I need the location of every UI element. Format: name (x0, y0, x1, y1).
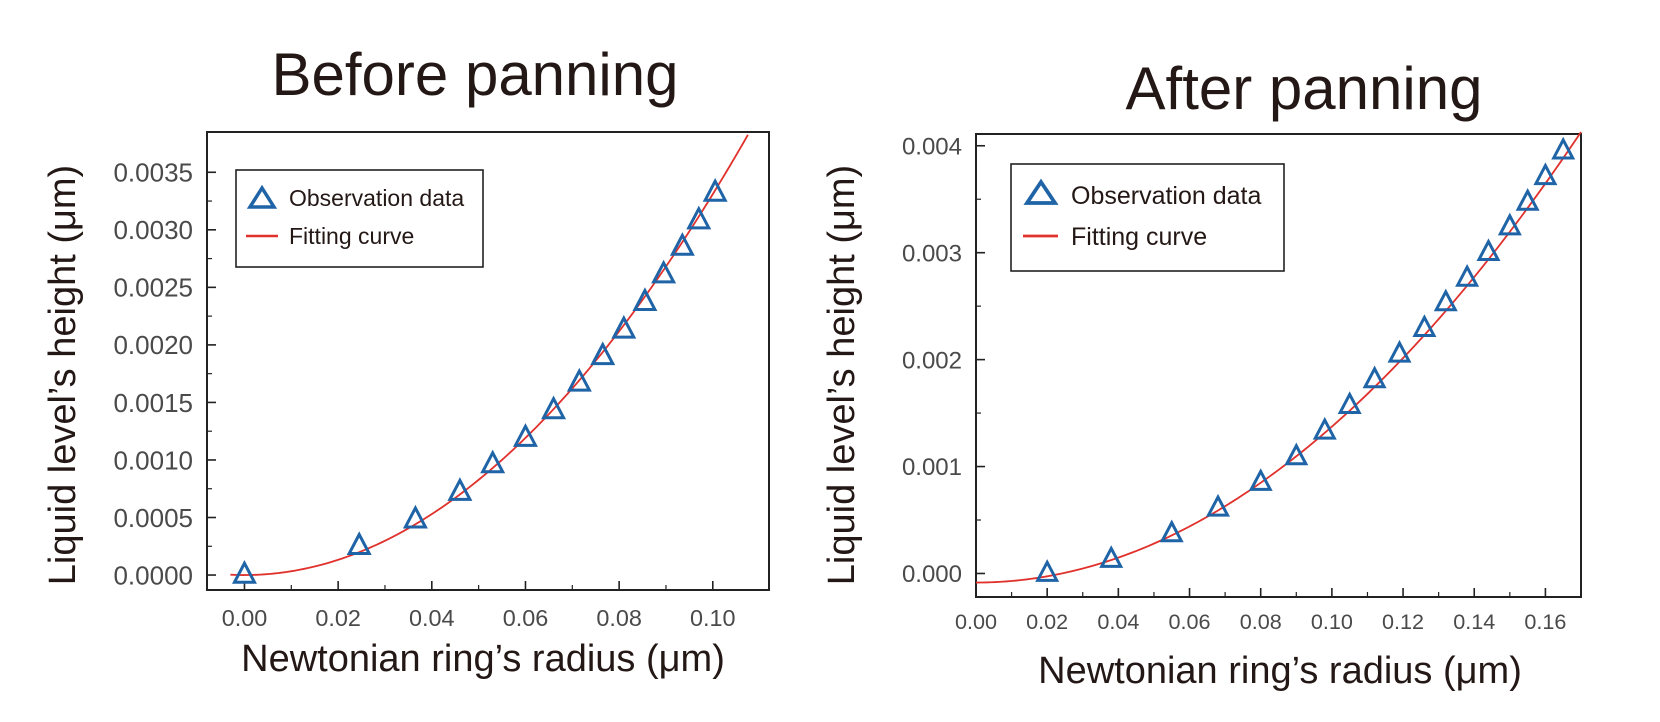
observation-points (231, 177, 728, 584)
observation-points (1035, 136, 1576, 582)
x-tick-label: 0.00 (222, 605, 268, 631)
x-tick-label: 0.16 (1524, 609, 1566, 634)
y-tick-label: 0.002 (902, 347, 962, 374)
observation-point (1515, 188, 1540, 211)
x-tick-label: 0.10 (1311, 609, 1353, 634)
observation-point (632, 287, 658, 312)
fitting-curve (975, 131, 1582, 584)
observation-point (1551, 136, 1576, 160)
plot-frame (206, 131, 770, 591)
chart-before-panning: Before panning 0.00000.00050.00100.00150… (42, 41, 770, 680)
legend: Observation data Fitting curve (1010, 163, 1285, 272)
y-tick-label: 0.0020 (113, 330, 193, 360)
x-axis: 0.00 0.02 0.04 0.06 0.08 0.10 (222, 581, 736, 631)
legend-label-fitting: Fitting curve (289, 223, 414, 249)
legend-triangle-icon (246, 184, 278, 209)
observation-point (651, 259, 677, 284)
legend-label-observation: Observation data (1071, 182, 1261, 210)
x-axis-title: Newtonian ring’s radius (μm) (1038, 650, 1522, 692)
observation-point (1035, 559, 1060, 582)
x-axis: 0.00 0.02 0.04 0.06 0.08 0.10 0.12 0.14 0.16 (955, 588, 1566, 634)
fitting-curve-line (975, 131, 1582, 584)
x-tick-label: 0.00 (955, 609, 997, 634)
observation-point (1433, 288, 1458, 312)
observation-point (1455, 263, 1480, 287)
y-tick-label: 0.0015 (113, 388, 193, 418)
x-axis-title: Newtonian ring’s radius (μm) (241, 638, 725, 680)
observation-point (1412, 314, 1437, 337)
observation-point (447, 477, 473, 501)
observation-point (590, 341, 616, 366)
x-tick-label: 0.04 (409, 605, 455, 631)
observation-point (1497, 212, 1522, 236)
plot-frame (975, 133, 1582, 598)
x-tick-label: 0.06 (503, 605, 549, 631)
observation-point (346, 531, 372, 555)
observation-point (1387, 339, 1412, 363)
x-tick-label: 0.08 (1240, 609, 1282, 634)
observation-point (1362, 365, 1387, 389)
y-tick-label: 0.0010 (113, 445, 193, 475)
legend-triangle-icon (1023, 178, 1059, 205)
chart-title: Before panning (272, 41, 679, 108)
observation-point (512, 423, 538, 447)
observation-point (1099, 545, 1124, 568)
observation-point (1206, 493, 1230, 517)
y-tick-label: 0.0025 (113, 273, 193, 303)
x-tick-label: 0.14 (1453, 609, 1495, 634)
observation-point (566, 367, 592, 392)
y-tick-label: 0.001 (902, 454, 962, 481)
x-tick-label: 0.04 (1097, 609, 1139, 634)
observation-point (1337, 391, 1362, 414)
y-tick-label: 0.0030 (113, 215, 193, 245)
y-axis-title: Liquid level’s height (μm) (42, 165, 84, 585)
x-tick-label: 0.02 (315, 605, 361, 631)
legend-label-observation: Observation data (289, 185, 464, 211)
observation-point (541, 395, 567, 420)
legend-box (235, 169, 484, 268)
y-axis-title: Liquid level’s height (μm) (821, 165, 863, 585)
legend-box (1010, 163, 1285, 272)
observation-point (1284, 442, 1309, 466)
observation-point (1248, 468, 1273, 491)
x-tick-label: 0.12 (1382, 609, 1424, 634)
y-tick-label: 0.003 (902, 240, 962, 267)
y-tick-label: 0.0005 (113, 503, 193, 533)
x-tick-label: 0.02 (1026, 609, 1068, 634)
observation-point (402, 504, 428, 529)
y-tick-label: 0.000 (902, 561, 962, 588)
observation-point (702, 177, 728, 202)
chart-title: After panning (1126, 55, 1483, 122)
observation-point (669, 232, 695, 256)
observation-point (686, 205, 712, 230)
observation-point (611, 314, 637, 339)
y-tick-label: 0.0035 (113, 158, 193, 188)
observation-point (1476, 238, 1501, 262)
observation-point (231, 560, 257, 584)
observation-point (1533, 162, 1558, 186)
x-tick-label: 0.10 (690, 605, 736, 631)
observation-point (480, 449, 506, 474)
observation-point (1159, 519, 1184, 543)
chart-after-panning: After panning 0.0000.0010.0020.0030.004 … (821, 55, 1582, 692)
legend-label-fitting: Fitting curve (1071, 223, 1207, 251)
legend: Observation data Fitting curve (235, 169, 484, 268)
x-tick-label: 0.08 (596, 605, 642, 631)
x-tick-label: 0.06 (1169, 609, 1211, 634)
y-axis: 0.000 0.001 0.002 0.003 0.004 (902, 133, 985, 588)
observation-point (1312, 416, 1337, 440)
y-axis: 0.0000 0.0005 0.0010 0.0015 0.0020 0.0025 0.00… (113, 158, 216, 590)
y-tick-label: 0.004 (902, 133, 962, 160)
y-tick-label: 0.0000 (113, 560, 193, 590)
